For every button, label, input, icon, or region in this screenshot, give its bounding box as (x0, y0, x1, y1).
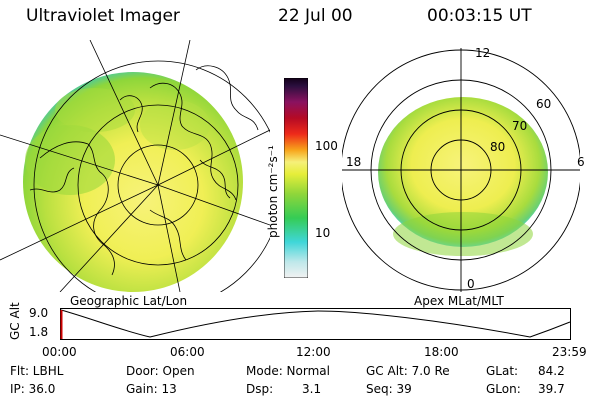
info-mode: Mode: Normal (246, 364, 330, 378)
info-filter: Flt: LBHL (10, 364, 64, 378)
colorbar-unit-label: photon cm⁻²s⁻¹ (266, 145, 280, 238)
mlt-label-12: 12 (475, 46, 491, 60)
info-ip: IP: 36.0 (10, 382, 56, 396)
mlt-label-18: 18 (346, 155, 362, 169)
altitude-xtick-3: 18:00 (424, 345, 459, 359)
info-door: Door: Open (126, 364, 195, 378)
geo-panel-label: Geographic Lat/Lon (70, 294, 188, 308)
colorbar-tick-100: 100 (315, 139, 338, 153)
altitude-axis-label: GC Alt (8, 302, 22, 340)
lat-label-80: 80 (490, 140, 506, 154)
mag-panel-label: Apex MLat/MLT (414, 294, 504, 308)
altitude-xtick-0: 00:00 (42, 345, 77, 359)
altitude-plot (60, 308, 571, 340)
lat-label-60: 60 (536, 97, 552, 111)
info-dsp-label: Dsp: (246, 382, 274, 396)
info-glat-label: GLat: (486, 364, 519, 378)
mlt-label-6: 6 (577, 155, 585, 169)
info-gc-alt: GC Alt: 7.0 Re (366, 364, 450, 378)
altitude-xtick-1: 06:00 (170, 345, 205, 359)
altitude-xtick-4: 23:59 (552, 345, 587, 359)
info-dsp-value: 3.1 (302, 382, 322, 396)
colorbar-tick-10: 10 (315, 226, 331, 240)
geographic-image (0, 40, 270, 292)
date-label: 22 Jul 00 (278, 6, 353, 26)
info-glon-label: GLon: (486, 382, 521, 396)
info-glat-value: 84.2 (538, 364, 565, 378)
app-title: Ultraviolet Imager (26, 6, 180, 26)
mlt-label-0: 0 (467, 277, 475, 291)
colorbar (284, 78, 308, 278)
altitude-ytick-high: 9.0 (29, 306, 49, 320)
time-label: 00:03:15 UT (427, 6, 532, 26)
info-seq: Seq: 39 (366, 382, 412, 396)
lat-label-70: 70 (512, 119, 528, 133)
info-glon-value: 39.7 (538, 382, 565, 396)
altitude-xtick-2: 12:00 (296, 345, 331, 359)
altitude-ytick-low: 1.8 (29, 325, 49, 339)
polar-plot (342, 48, 580, 292)
info-gain: Gain: 13 (126, 382, 177, 396)
